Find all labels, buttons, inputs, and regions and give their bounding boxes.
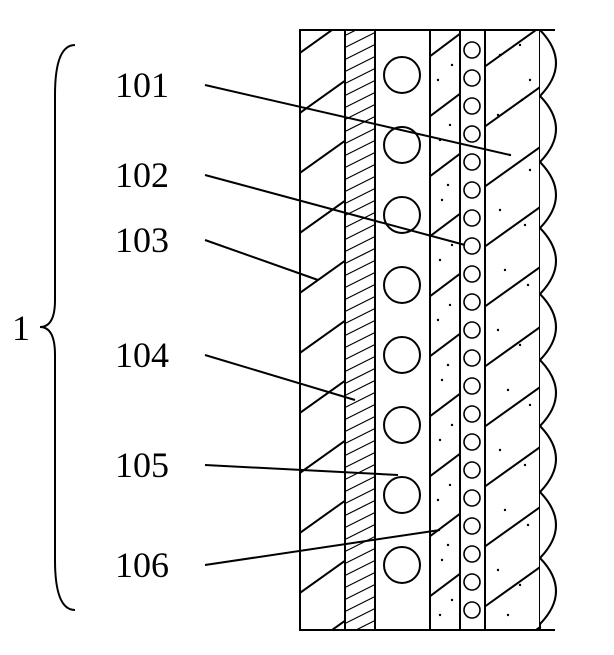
callout-label-103: 103 [115, 220, 169, 260]
layer-wavy-edge [540, 30, 560, 630]
layer-102 [460, 30, 485, 630]
group-brace [40, 45, 75, 610]
layer-101 [480, 20, 550, 655]
callout-label-105: 105 [115, 445, 169, 485]
cross-section-diagram: 1 [0, 0, 614, 655]
group-label: 1 [12, 308, 30, 348]
cross-section-layers [290, 10, 560, 655]
callout-label-101: 101 [115, 65, 169, 105]
callout-label-104: 104 [115, 335, 169, 375]
callout-label-106: 106 [115, 545, 169, 585]
callout-label-102: 102 [115, 155, 169, 195]
layer-105 [375, 30, 430, 630]
